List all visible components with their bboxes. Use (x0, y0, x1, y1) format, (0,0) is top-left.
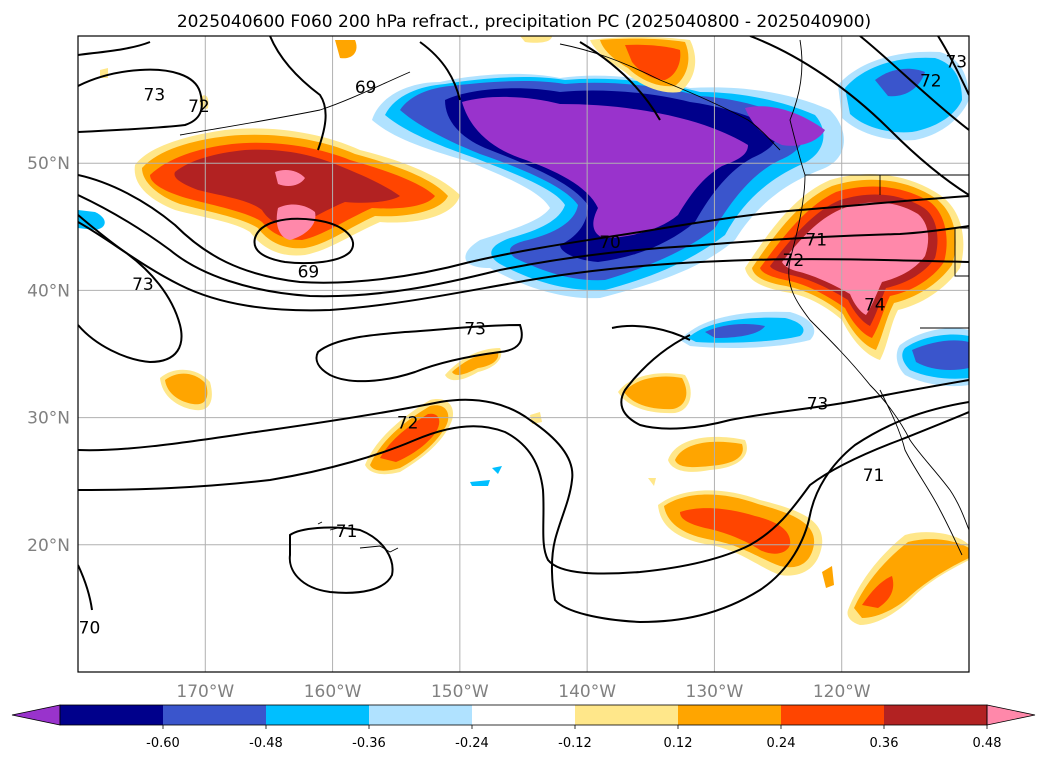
lon-tick-label: 120°W (813, 682, 871, 702)
negative-anomaly-purple-2 (745, 106, 825, 146)
lat-tick-label: 20°N (27, 536, 70, 556)
small-negative-a (470, 466, 502, 486)
mid-2-orange (675, 441, 743, 468)
colorbar-bin (163, 705, 267, 725)
small-positive-2 (520, 36, 552, 43)
positive-anomaly-pink (275, 170, 316, 240)
colorbar-bin (884, 705, 988, 725)
colorbar-bin (472, 705, 576, 725)
colorbar-label: -0.36 (352, 736, 386, 751)
westcoast-pink (782, 202, 929, 315)
lat-tick-label: 50°N (27, 154, 70, 174)
colorbar-label: 0.48 (973, 736, 1002, 751)
contour-label: 71 (336, 522, 358, 542)
colorbar-label: 0.24 (767, 736, 796, 751)
colorbar-bin (369, 705, 473, 725)
contour-label: 74 (864, 295, 886, 315)
contour-label: 72 (783, 251, 805, 271)
map-title: 2025040600 F060 200 hPa refract., precip… (177, 12, 871, 32)
lon-tick-label: 130°W (686, 682, 744, 702)
lat-tick-label: 40°N (27, 281, 70, 301)
subtrop-2-orange (452, 352, 499, 375)
baja-negative-blue (912, 340, 969, 370)
refractivity-contours (78, 36, 969, 624)
negative-anomaly-purple (462, 96, 748, 239)
latitude-axis: 50°N 40°N 30°N 20°N (27, 154, 70, 556)
colorbar-bin (678, 705, 782, 725)
north-negative-blue (875, 68, 925, 97)
colorbar-bin (266, 705, 370, 725)
colorbar-extend-low (11, 704, 61, 726)
colorbar-label: -0.24 (455, 736, 489, 751)
colorbar-frame (59, 704, 988, 726)
contour-label: 73 (132, 275, 154, 295)
colorbar-bin (575, 705, 679, 725)
small-positive-1 (335, 40, 357, 59)
lat-tick-label: 30°N (27, 409, 70, 429)
map-frame (77, 35, 970, 673)
small-orange (822, 566, 834, 588)
sw-negative-blue (705, 324, 765, 338)
contour-label: 73 (144, 86, 166, 106)
contour-label: 73 (807, 395, 829, 415)
positive-anomaly-darkred (174, 149, 400, 226)
colorbar-extend-high (986, 704, 1036, 726)
colorbar-label: -0.48 (249, 736, 283, 751)
contour-label: 73 (464, 320, 486, 340)
contour-label: 72 (188, 97, 210, 117)
contour-label: 69 (355, 78, 377, 98)
contour-label: 71 (805, 231, 827, 251)
contour-label: 69 (298, 262, 320, 282)
lon-tick-label: 150°W (431, 682, 489, 702)
colorbar-bin (781, 705, 885, 725)
colorbar-label: -0.60 (146, 736, 180, 751)
colorbar-label: 0.36 (870, 736, 899, 751)
contour-label: 71 (863, 466, 885, 486)
contour-label: 72 (397, 414, 419, 434)
contour-label: 70 (599, 233, 621, 253)
colorbar-label: -0.12 (558, 736, 592, 751)
colorbar-label: 0.12 (664, 736, 693, 751)
contour-label: 73 (945, 52, 967, 72)
lon-tick-label: 160°W (304, 682, 362, 702)
mid-3-red (680, 508, 791, 554)
gulf-positive-red (625, 44, 681, 80)
mid-1-orange (624, 376, 687, 410)
lon-tick-label: 170°W (176, 682, 234, 702)
colorbar-bin (60, 705, 164, 725)
subtrop-1-red (380, 413, 440, 462)
contour-label: 70 (79, 618, 101, 638)
contour-label: 72 (920, 72, 942, 92)
graticule (78, 36, 969, 672)
colorbar: -0.60 -0.48 -0.36 -0.24 -0.12 0.12 0.24 0.36 0.4… (11, 704, 1036, 751)
lon-tick-label: 140°W (558, 682, 616, 702)
hawaii-n-orange (165, 373, 208, 405)
se-red (862, 576, 894, 608)
longitude-axis: 170°W 160°W 150°W 140°W 130°W 120°W (176, 682, 870, 702)
